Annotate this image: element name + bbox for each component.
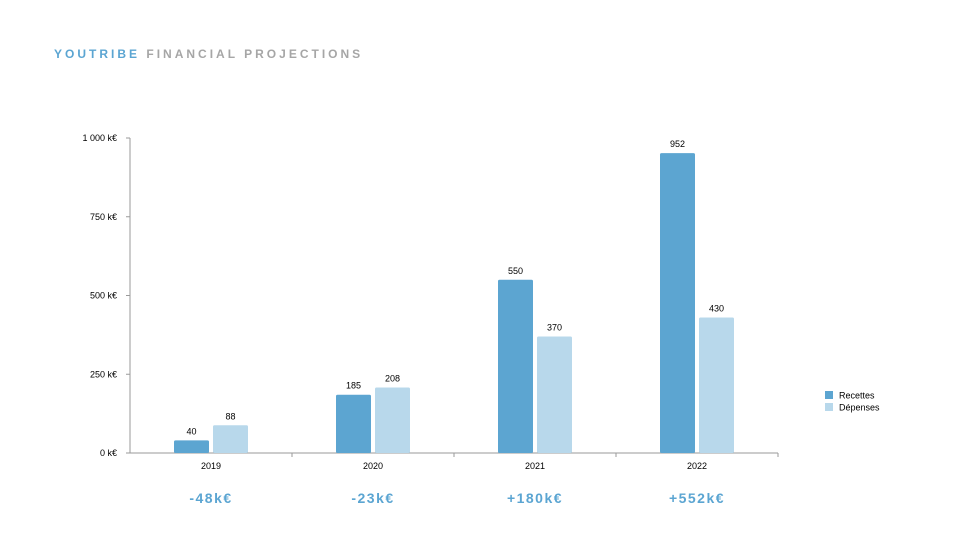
net-result-label: +552k€	[669, 490, 725, 506]
legend-swatch	[825, 403, 833, 411]
bar-recettes-2021	[498, 279, 533, 453]
bar-recettes-2022	[660, 153, 695, 453]
y-tick-label: 500 k€	[90, 291, 117, 301]
value-label-recettes-2022: 952	[670, 139, 685, 149]
net-result-label: -48k€	[189, 490, 232, 506]
y-tick-label: 1 000 k€	[82, 133, 117, 143]
value-label-recettes-2020: 185	[346, 381, 361, 391]
value-label-dpenses-2022: 430	[709, 304, 724, 314]
bar-dpenses-2020	[375, 387, 410, 453]
value-label-dpenses-2021: 370	[547, 322, 562, 332]
bar-dpenses-2022	[699, 317, 734, 453]
bar-recettes-2020	[336, 394, 371, 453]
legend-swatch	[825, 391, 833, 399]
x-category-label: 2022	[687, 461, 707, 471]
x-category-label: 2021	[525, 461, 545, 471]
value-label-recettes-2021: 550	[508, 266, 523, 276]
y-tick-label: 250 k€	[90, 369, 117, 379]
slide-title: YOUTRIBE FINANCIAL PROJECTIONS	[54, 47, 363, 61]
net-result-label: +180k€	[507, 490, 563, 506]
x-category-label: 2019	[201, 461, 221, 471]
value-label-dpenses-2019: 88	[225, 411, 235, 421]
net-result-label: -23k€	[351, 490, 394, 506]
value-label-recettes-2019: 40	[186, 426, 196, 436]
y-tick-label: 750 k€	[90, 212, 117, 222]
title-text: FINANCIAL PROJECTIONS	[146, 47, 364, 61]
bar-dpenses-2021	[537, 336, 572, 453]
legend-label: Dépenses	[839, 403, 880, 413]
legend-label: Recettes	[839, 391, 875, 401]
brand-name: YOUTRIBE	[54, 47, 141, 61]
bar-recettes-2019	[174, 440, 209, 453]
value-label-dpenses-2020: 208	[385, 373, 400, 383]
bar-dpenses-2019	[213, 425, 248, 453]
y-tick-label: 0 k€	[100, 448, 117, 458]
x-category-label: 2020	[363, 461, 383, 471]
